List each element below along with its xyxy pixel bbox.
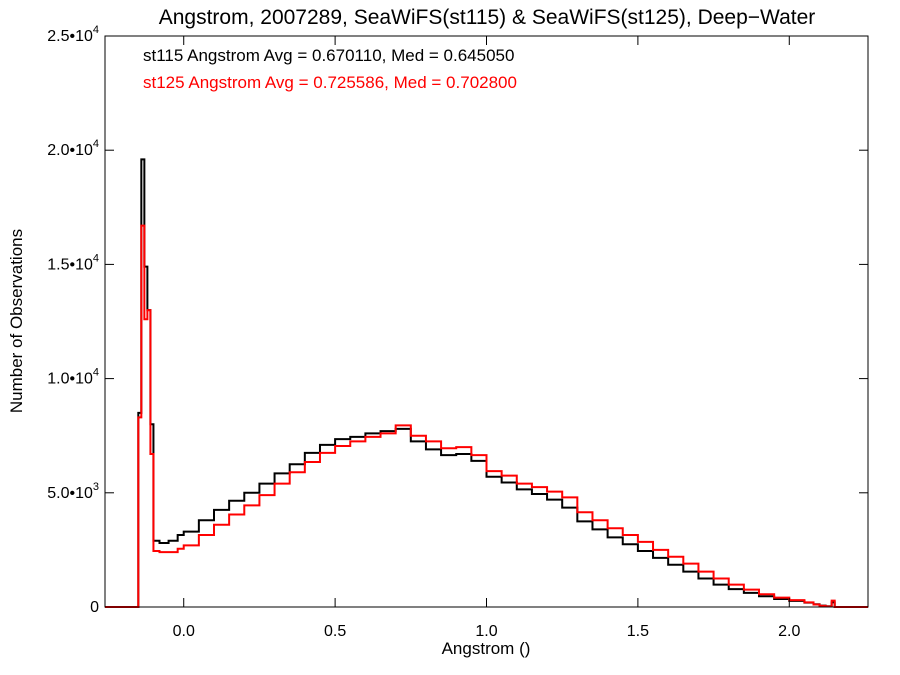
annotation-1: st115 Angstrom Avg = 0.670110, Med = 0.6… <box>143 46 514 65</box>
y-tick-label: 2.5•104 <box>47 24 99 45</box>
x-tick-label: 2.0 <box>778 623 800 640</box>
y-tick-label: 2.0•104 <box>47 138 99 159</box>
y-tick-label: 0 <box>90 599 99 616</box>
y-tick-mantissa: 1.5•10 <box>47 256 93 273</box>
y-tick-label: 1.0•104 <box>47 367 99 388</box>
y-tick-mantissa: 2.0•10 <box>47 142 93 159</box>
plot-series <box>105 158 868 608</box>
y-axis-label: Number of Observations <box>7 229 26 413</box>
y-tick-exponent: 4 <box>93 252 99 264</box>
y-tick-mantissa: 1.0•10 <box>47 371 93 388</box>
chart-title: Angstrom, 2007289, SeaWiFS(st115) & SeaW… <box>159 6 816 29</box>
x-axis-label: Angstrom () <box>442 639 531 658</box>
annotation-2: st125 Angstrom Avg = 0.725586, Med = 0.7… <box>143 73 517 92</box>
annotations: st115 Angstrom Avg = 0.670110, Med = 0.6… <box>143 46 517 92</box>
y-tick-exponent: 4 <box>93 138 99 150</box>
x-tick-label: 1.5 <box>627 623 649 640</box>
y-tick-mantissa: 0 <box>90 599 99 616</box>
y-tick-label: 5.0•103 <box>47 481 99 502</box>
series-line-1 <box>105 158 868 608</box>
x-tick-label: 1.0 <box>475 623 497 640</box>
y-tick-exponent: 4 <box>93 24 99 36</box>
y-tick-mantissa: 5.0•10 <box>47 485 93 502</box>
y-tick-exponent: 4 <box>93 367 99 379</box>
series-line-2 <box>105 224 868 608</box>
y-tick-label: 1.5•104 <box>47 252 99 273</box>
x-tick-label: 0.5 <box>324 623 346 640</box>
y-tick-mantissa: 2.5•10 <box>47 28 93 45</box>
x-ticks: 0.0 0.5 1.0 1.5 2.0 <box>173 36 800 640</box>
x-tick-label: 0.0 <box>173 623 195 640</box>
y-tick-exponent: 3 <box>93 481 99 493</box>
